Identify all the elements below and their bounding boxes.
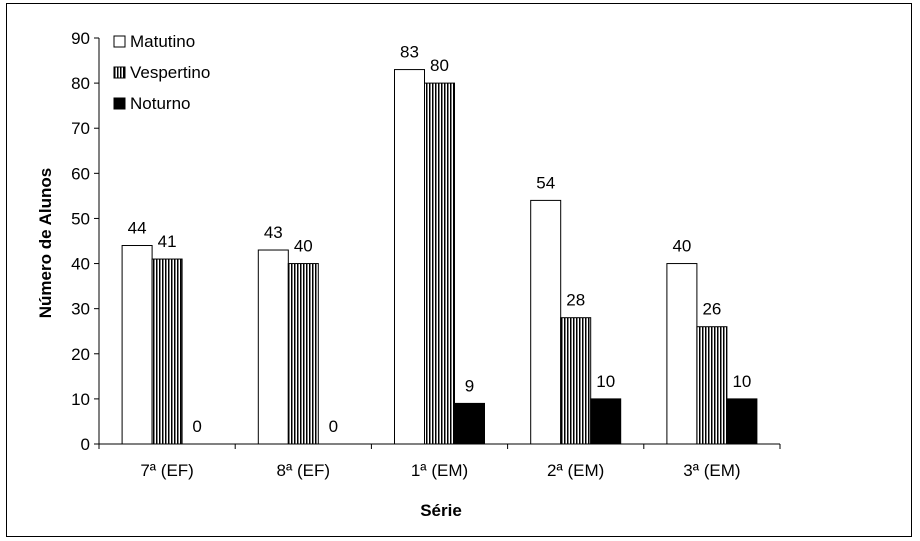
y-tick-label: 20: [71, 345, 90, 364]
x-tick-label: 8ª (EF): [277, 461, 331, 480]
bar-matutino: [530, 199, 562, 445]
legend-label: Vespertino: [130, 63, 210, 82]
bar-matutino: [121, 245, 153, 445]
legend-swatch-noturno: [113, 97, 126, 110]
x-tick-label: 3ª (EM): [683, 461, 740, 480]
bar-noturno: [726, 398, 758, 445]
bar-vespertino: [424, 82, 455, 445]
y-tick-label: 30: [71, 300, 90, 319]
data-label: 26: [702, 300, 721, 319]
data-label: 10: [596, 372, 615, 391]
legend-label: Noturno: [130, 94, 190, 113]
bar-noturno: [590, 398, 622, 445]
legend-swatch-vespertino: [113, 66, 126, 79]
bar-vespertino: [287, 263, 319, 445]
y-tick-label: 0: [81, 435, 90, 454]
bar-noturno: [454, 402, 485, 445]
legend-label: Matutino: [130, 32, 195, 51]
data-label: 9: [465, 376, 474, 395]
y-axis-title: Número de Alunos: [36, 168, 55, 319]
data-label: 10: [732, 372, 751, 391]
y-tick-label: 90: [71, 29, 90, 48]
bar-vespertino: [151, 258, 183, 445]
data-label: 44: [128, 219, 147, 238]
bar-vespertino: [560, 317, 592, 445]
y-tick-label: 10: [71, 390, 90, 409]
data-label: 54: [536, 173, 555, 192]
y-tick-label: 40: [71, 255, 90, 274]
data-label: 0: [192, 417, 201, 436]
data-label: 40: [672, 237, 691, 256]
bar-matutino: [666, 263, 698, 445]
data-label: 43: [264, 223, 283, 242]
bar-vespertino: [696, 326, 728, 445]
data-label: 41: [158, 232, 177, 251]
y-tick-label: 50: [71, 209, 90, 228]
y-tick-label: 80: [71, 74, 90, 93]
data-label: 40: [294, 237, 313, 256]
legend: Matutino Vespertino Noturno: [113, 32, 210, 113]
data-label: 80: [430, 56, 449, 75]
y-tick-label: 60: [71, 164, 90, 183]
bar-matutino: [394, 69, 425, 445]
legend-swatch-matutino: [113, 35, 126, 48]
bar-matutino: [257, 249, 289, 445]
x-tick-label: 2ª (EM): [547, 461, 604, 480]
x-tick-label: 1ª (EM): [411, 461, 468, 480]
y-tick-label: 70: [71, 119, 90, 138]
data-label: 28: [566, 291, 585, 310]
data-label: 83: [400, 43, 419, 62]
x-tick-label: 7ª (EF): [140, 461, 194, 480]
x-axis-title: Série: [420, 501, 462, 520]
data-label: 0: [329, 417, 338, 436]
